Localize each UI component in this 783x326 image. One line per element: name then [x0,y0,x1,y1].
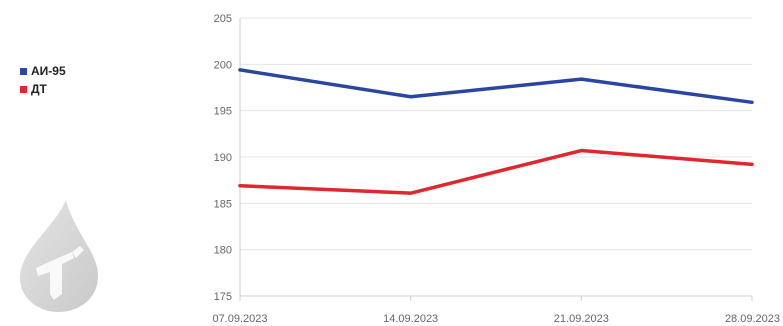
y-tick-label: 190 [214,152,232,164]
series-line-1 [238,148,754,195]
x-tick-label: 28.09.2023 [725,313,780,325]
series-line-0 [238,68,754,105]
legend-item-dt: ДТ [20,80,66,98]
y-axis-ticks: 175 180 185 190 195 200 205 [214,13,232,303]
gridlines [240,17,752,297]
y-tick-label: 185 [214,198,232,210]
legend-label-ai95: АИ-95 [31,64,66,78]
x-tick-label: 07.09.2023 [212,313,267,325]
legend-item-ai95: АИ-95 [20,62,66,80]
legend-swatch-dt [20,85,27,93]
y-tick-label: 175 [214,291,232,303]
x-tick-label: 14.09.2023 [383,313,438,325]
y-tick-label: 195 [214,106,232,118]
fuel-drop-icon [20,200,98,312]
legend: АИ-95 ДТ [20,62,66,98]
x-tick-label: 21.09.2023 [554,313,609,325]
series-lines [238,68,754,195]
y-tick-label: 180 [214,245,232,257]
legend-label-dt: ДТ [31,82,47,96]
y-tick-label: 205 [214,13,232,25]
x-axis: 07.09.2023 14.09.2023 21.09.2023 28.09.2023 [212,18,780,325]
legend-swatch-ai95 [20,67,27,75]
y-tick-label: 200 [214,59,232,71]
